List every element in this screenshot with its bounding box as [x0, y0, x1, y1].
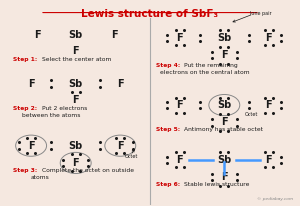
Text: F: F [111, 30, 118, 40]
Text: Step 4:: Step 4: [156, 63, 180, 68]
Text: Step 1:: Step 1: [13, 57, 38, 62]
Text: F: F [117, 141, 124, 151]
Text: F: F [28, 79, 34, 89]
Text: Sb: Sb [69, 141, 83, 151]
Text: F: F [72, 95, 79, 105]
Text: F: F [176, 33, 183, 43]
Text: between the atoms: between the atoms [22, 113, 81, 118]
Text: Stable lewis structure: Stable lewis structure [184, 182, 250, 187]
Text: F: F [221, 117, 228, 127]
Text: F: F [221, 50, 228, 60]
Text: F: F [176, 155, 183, 165]
Text: Step 3:: Step 3: [13, 168, 38, 173]
Text: F: F [266, 155, 272, 165]
Text: F: F [34, 30, 40, 40]
Text: Octet: Octet [244, 112, 258, 117]
Text: Step 6:: Step 6: [156, 182, 180, 187]
Text: Sb: Sb [217, 100, 231, 110]
Text: Sb: Sb [217, 33, 231, 43]
Text: © pediabay.com: © pediabay.com [256, 197, 293, 201]
Text: Step 2:: Step 2: [13, 106, 38, 111]
Text: Put the remaining: Put the remaining [184, 63, 238, 68]
Text: Lewis structure of SbF₃: Lewis structure of SbF₃ [81, 8, 219, 19]
Text: Sb: Sb [69, 30, 83, 40]
Text: Put 2 electrons: Put 2 electrons [41, 106, 87, 111]
Text: Step 5:: Step 5: [156, 127, 180, 132]
Text: F: F [266, 33, 272, 43]
Text: F: F [28, 141, 34, 151]
Text: Octet: Octet [125, 154, 138, 159]
Text: F: F [266, 100, 272, 110]
Text: F: F [72, 46, 79, 56]
Text: F: F [221, 172, 228, 182]
Text: Sb: Sb [69, 79, 83, 89]
Text: Sb: Sb [217, 155, 231, 165]
Text: electrons on the central atom: electrons on the central atom [160, 70, 250, 75]
Text: lone pair: lone pair [250, 11, 271, 15]
Text: atoms: atoms [31, 175, 50, 180]
Text: F: F [176, 100, 183, 110]
Text: Select the center atom: Select the center atom [41, 57, 111, 62]
Text: F: F [72, 158, 79, 168]
Text: Complete the octet on outside: Complete the octet on outside [41, 168, 134, 173]
Text: Antimony has stable octet: Antimony has stable octet [184, 127, 263, 132]
Text: F: F [117, 79, 124, 89]
